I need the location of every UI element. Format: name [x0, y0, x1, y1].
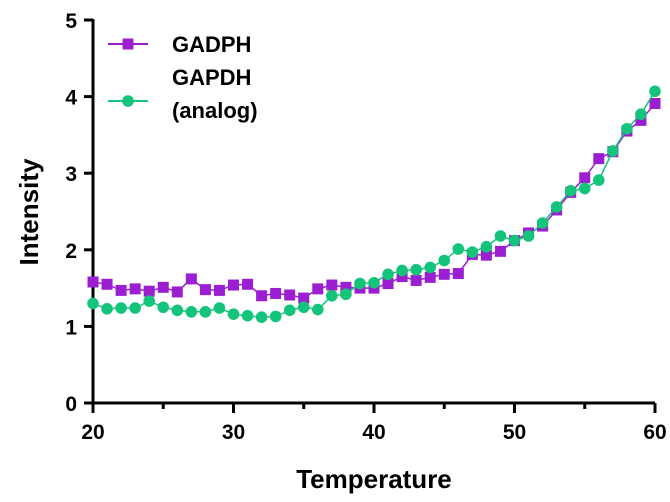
data-point-circle: [241, 309, 254, 322]
data-point-circle: [368, 276, 380, 289]
data-point-circle: [101, 302, 113, 315]
data-point-circle: [550, 201, 563, 213]
data-point-square: [157, 281, 169, 293]
y-tick-label: 1: [65, 316, 77, 339]
x-tick-label: 50: [503, 421, 526, 444]
data-point-square: [635, 114, 647, 126]
y-tick-label: 0: [65, 393, 77, 416]
legend-label: GAPDH: [172, 65, 251, 90]
data-point-circle: [199, 306, 212, 318]
x-tick-label: 30: [222, 421, 245, 444]
data-point-square: [452, 268, 464, 280]
data-point-circle: [157, 301, 170, 314]
data-point-square: [129, 283, 141, 295]
data-point-square: [213, 284, 225, 296]
data-point-circle: [424, 261, 437, 274]
data-point-circle: [312, 303, 324, 316]
data-point-square: [494, 245, 506, 257]
legend-item-0: GADPH: [108, 32, 251, 57]
data-point-circle: [438, 254, 451, 267]
data-point-square: [649, 97, 661, 109]
data-point-circle: [129, 302, 141, 314]
data-point-circle: [185, 306, 198, 318]
data-point-square: [101, 278, 113, 290]
y-axis-title: Intensity: [14, 158, 44, 265]
x-tick-label: 60: [643, 421, 666, 444]
data-point-circle: [115, 302, 127, 314]
data-point-circle: [255, 311, 268, 324]
data-point-circle: [171, 304, 184, 317]
y-tick-label: 4: [65, 87, 77, 110]
data-point-square: [593, 153, 605, 165]
y-tick-label: 2: [65, 240, 77, 263]
data-point-circle: [297, 301, 310, 314]
data-point-square: [143, 285, 155, 297]
data-point-circle: [269, 310, 282, 323]
series-1: [87, 85, 661, 324]
data-point-circle: [480, 240, 493, 253]
legend-marker: [122, 95, 134, 107]
data-point-square: [284, 289, 296, 301]
data-point-square: [424, 271, 436, 283]
data-point-circle: [593, 174, 605, 186]
data-point-circle: [354, 277, 366, 290]
data-point-circle: [326, 289, 338, 302]
data-point-circle: [213, 302, 226, 314]
data-point-circle: [607, 145, 619, 157]
data-point-square: [185, 273, 197, 285]
data-point-square: [396, 271, 408, 283]
data-point-circle: [227, 308, 240, 320]
data-point-square: [298, 292, 310, 304]
data-point-circle: [578, 182, 591, 195]
data-point-square: [312, 283, 324, 295]
series-line: [92, 103, 656, 299]
data-point-square: [382, 278, 394, 290]
legend-label: (analog): [172, 98, 258, 123]
axes: 20 30 40 50 60 0 1 2 3 4 5: [65, 10, 666, 444]
legend-marker: [122, 38, 134, 50]
data-point-circle: [87, 297, 99, 310]
data-point-square: [171, 286, 183, 298]
data-point-square: [480, 249, 492, 261]
data-point-square: [579, 172, 591, 184]
data-point-circle: [466, 246, 479, 258]
x-tick-label: 20: [81, 421, 104, 444]
data-point-circle: [143, 295, 155, 307]
data-point-circle: [536, 217, 549, 229]
data-point-circle: [649, 85, 661, 98]
data-point-square: [256, 290, 268, 302]
series-layer: [87, 85, 661, 324]
data-point-circle: [508, 234, 521, 247]
legend: GADPH GAPDH (analog): [108, 32, 258, 123]
data-point-square: [228, 279, 239, 291]
data-point-circle: [396, 264, 408, 277]
data-point-circle: [494, 230, 507, 242]
data-point-circle: [340, 288, 352, 301]
data-point-circle: [452, 243, 465, 255]
data-point-square: [410, 274, 422, 286]
series-0: [87, 97, 661, 304]
y-tick-label: 3: [65, 163, 77, 186]
data-point-square: [199, 284, 211, 296]
data-point-square: [115, 284, 127, 296]
data-point-circle: [283, 304, 296, 317]
data-point-square: [87, 276, 99, 288]
data-point-circle: [564, 185, 577, 197]
data-point-square: [242, 278, 254, 290]
x-tick-label: 40: [362, 421, 385, 444]
legend-item-1: GAPDH (analog): [108, 65, 258, 123]
data-point-circle: [410, 263, 422, 276]
data-point-circle: [635, 108, 647, 121]
data-point-circle: [382, 268, 394, 281]
data-point-square: [438, 268, 450, 280]
x-axis-title: Temperature: [296, 464, 452, 494]
data-point-circle: [621, 122, 633, 135]
data-point-square: [340, 281, 352, 293]
data-point-circle: [522, 230, 535, 242]
y-tick-label: 5: [65, 10, 77, 33]
legend-label: GADPH: [172, 32, 251, 57]
data-point-square: [270, 287, 282, 299]
data-point-square: [326, 279, 338, 291]
